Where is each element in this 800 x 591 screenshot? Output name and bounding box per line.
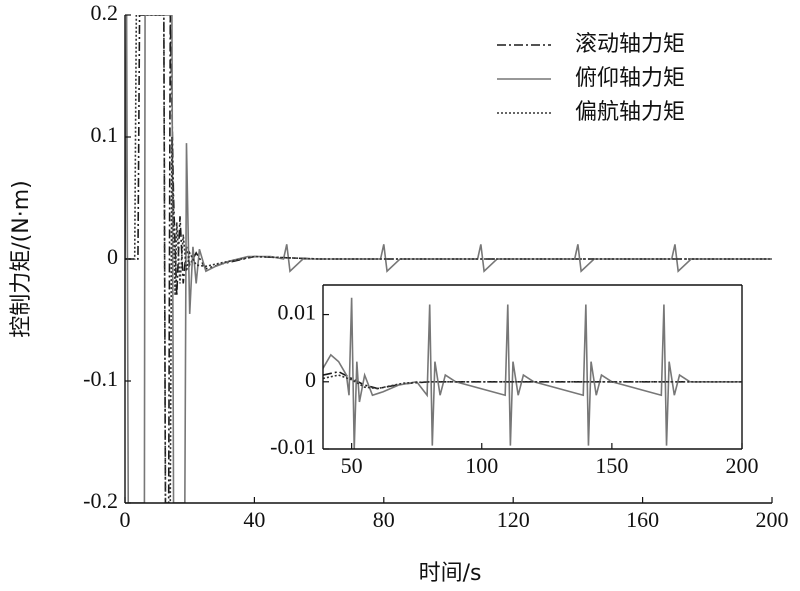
y-tick-label: 0.2 bbox=[91, 0, 119, 25]
y-axis-title: 控制力矩/(N·m) bbox=[9, 180, 34, 337]
y-tick-label: 0 bbox=[305, 367, 316, 392]
plot-area bbox=[323, 297, 742, 449]
x-tick-label: 150 bbox=[595, 453, 628, 478]
x-tick-label: 50 bbox=[341, 453, 363, 478]
legend-label: 滚动轴力矩 bbox=[575, 32, 685, 57]
legend-label: 俯仰轴力矩 bbox=[575, 66, 685, 91]
series-line bbox=[125, 15, 772, 503]
y-tick-label: 0 bbox=[107, 244, 118, 269]
plot-area bbox=[125, 15, 772, 503]
series-line bbox=[323, 297, 742, 449]
y-tick-label: -0.2 bbox=[83, 488, 118, 513]
x-tick-label: 40 bbox=[243, 507, 265, 532]
x-tick-label: 80 bbox=[373, 507, 395, 532]
x-tick-label: 200 bbox=[726, 453, 759, 478]
y-tick-label: -0.01 bbox=[270, 434, 316, 459]
x-tick-label: 160 bbox=[626, 507, 659, 532]
x-axis-title: 时间/s bbox=[419, 561, 482, 586]
y-tick-label: -0.1 bbox=[83, 366, 118, 391]
series-line bbox=[323, 370, 742, 390]
x-tick-label: 100 bbox=[465, 453, 498, 478]
x-tick-label: 200 bbox=[756, 507, 789, 532]
legend-label: 偏航轴力矩 bbox=[575, 100, 685, 125]
x-tick-label: 0 bbox=[120, 507, 131, 532]
series-line bbox=[125, 15, 772, 503]
x-tick-label: 120 bbox=[497, 507, 530, 532]
y-tick-label: 0.01 bbox=[278, 300, 317, 325]
inset-background bbox=[323, 285, 742, 449]
y-tick-label: 0.1 bbox=[91, 122, 119, 147]
